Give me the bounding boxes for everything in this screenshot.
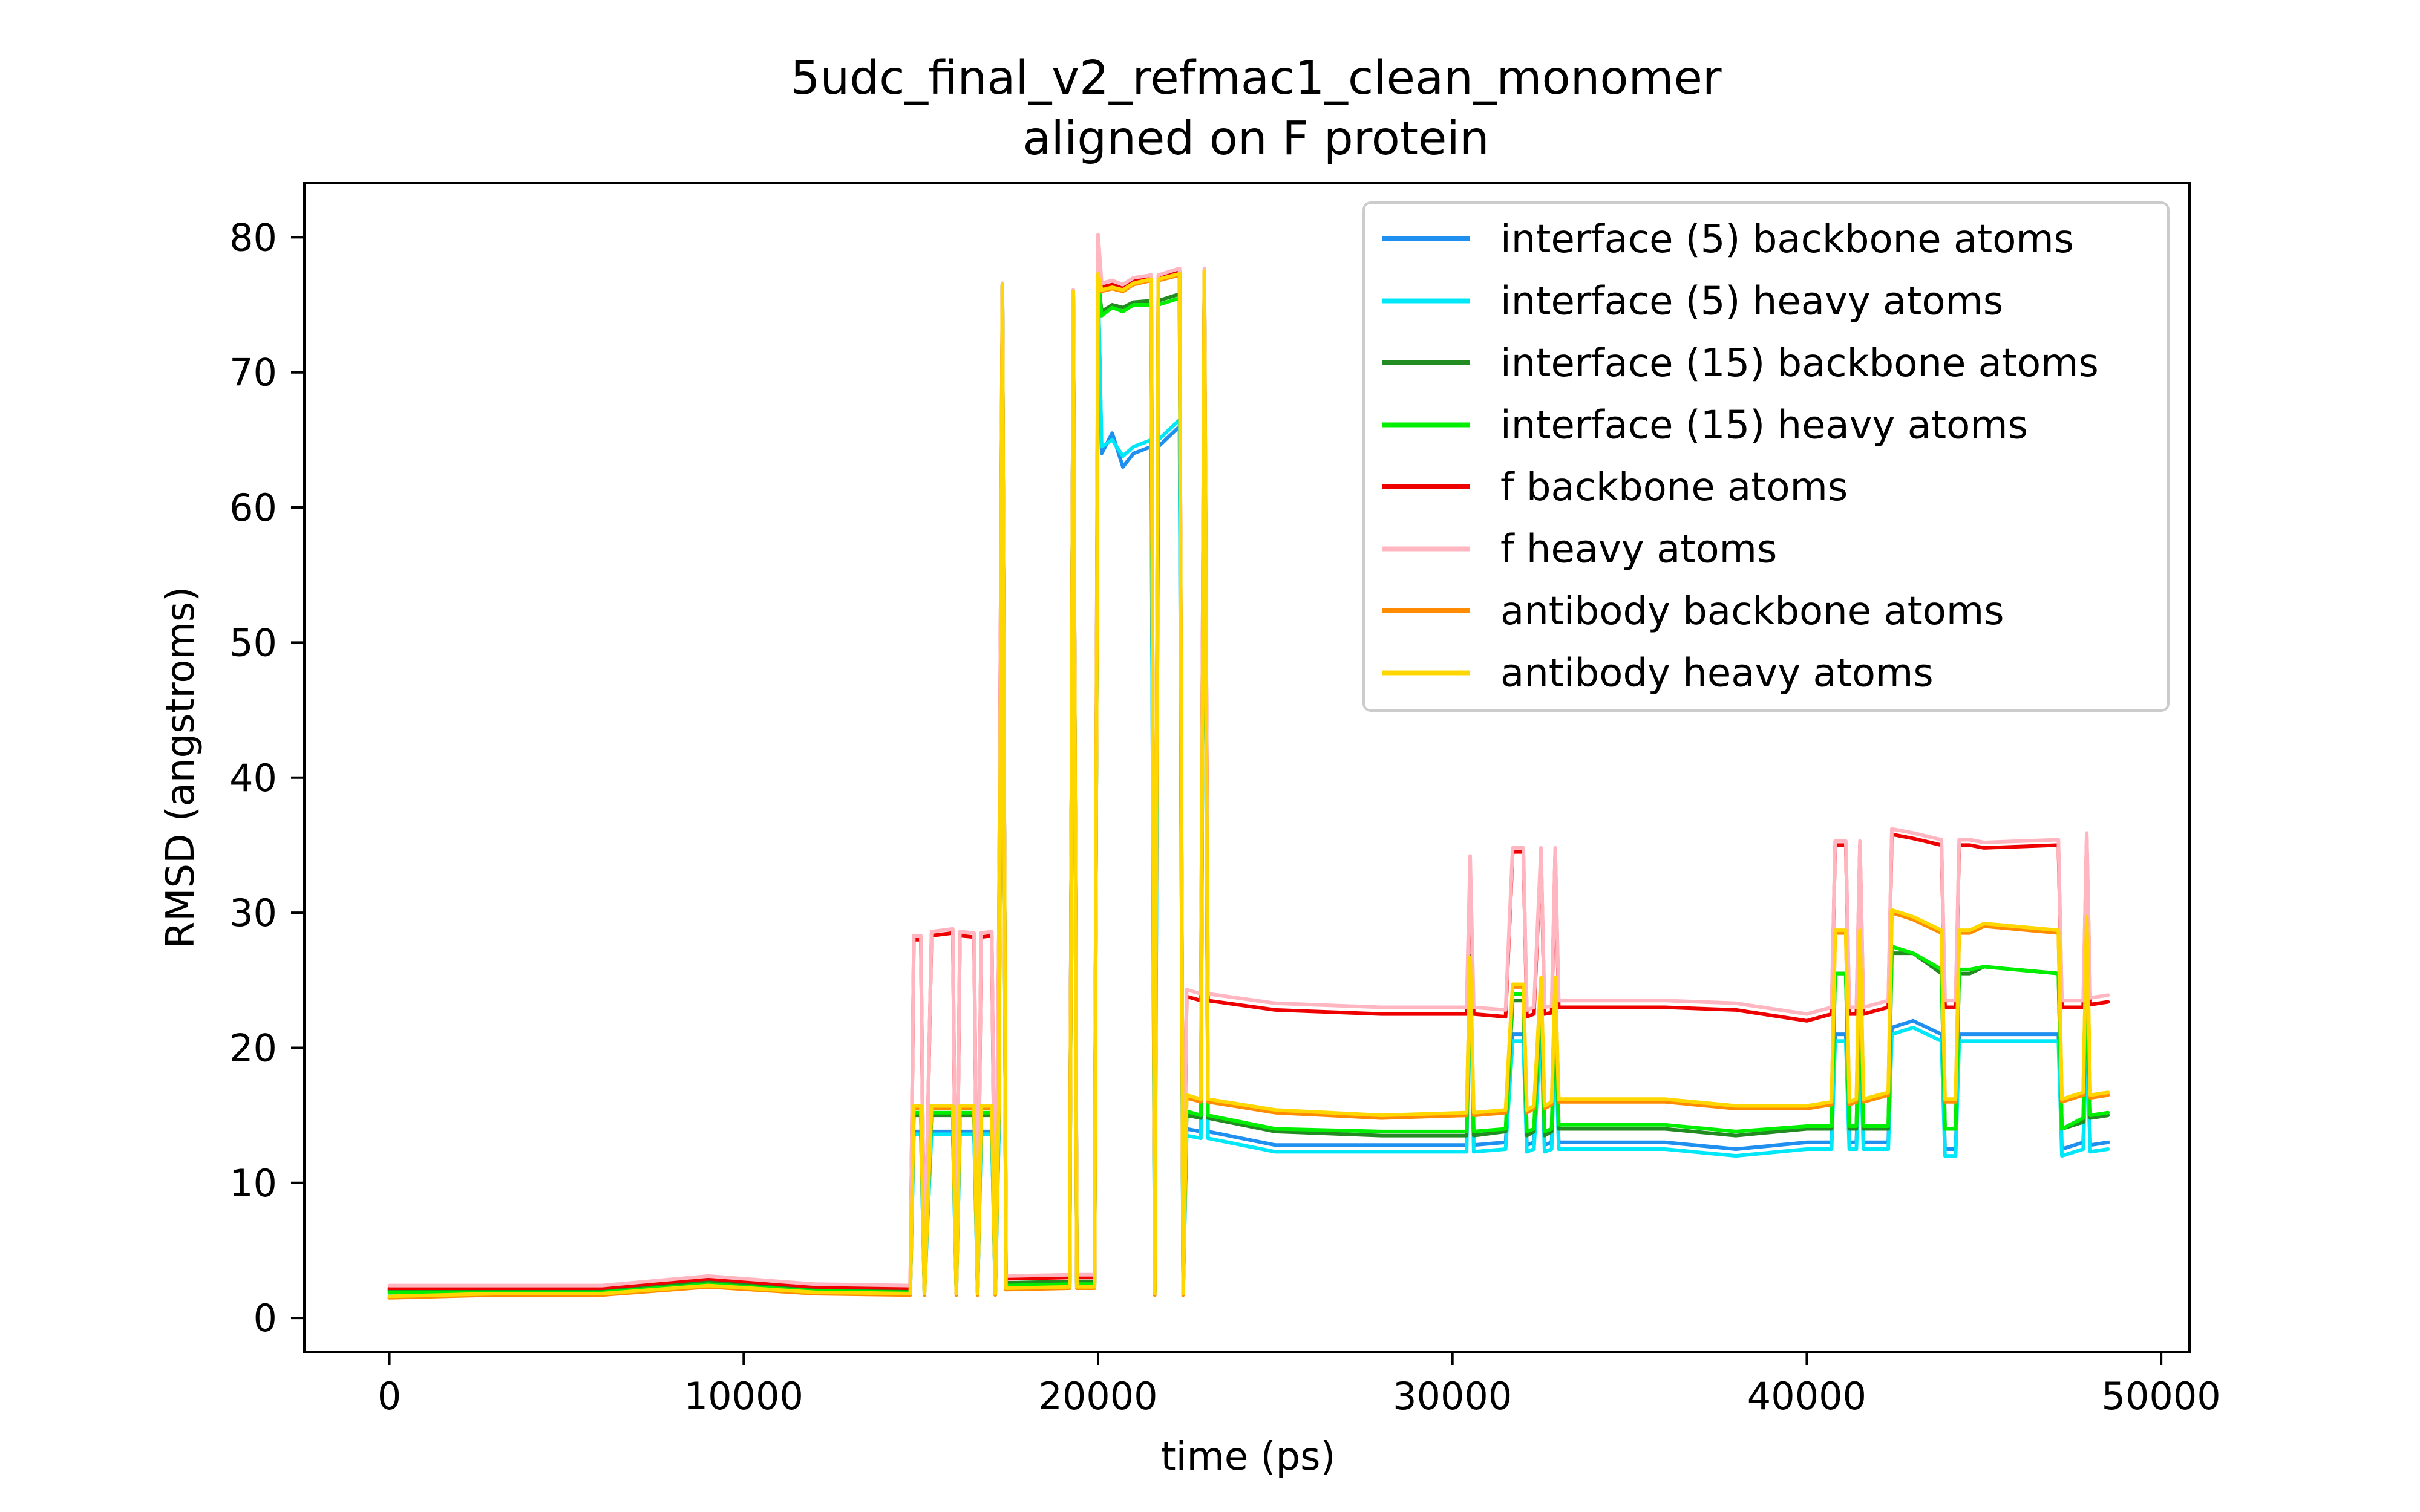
y-tick-label: 70 xyxy=(229,351,277,395)
y-tick-label: 0 xyxy=(253,1296,277,1340)
legend-label: interface (15) backbone atoms xyxy=(1500,341,2099,386)
y-tick-label: 40 xyxy=(229,756,277,800)
y-tick-label: 30 xyxy=(229,891,277,935)
x-tick-label: 10000 xyxy=(684,1374,803,1418)
legend-label: antibody backbone atoms xyxy=(1500,589,2004,634)
y-tick-label: 20 xyxy=(229,1026,277,1070)
x-tick-label: 0 xyxy=(378,1374,401,1418)
legend-label: f heavy atoms xyxy=(1500,527,1777,572)
legend-label: interface (5) heavy atoms xyxy=(1500,279,2003,324)
legend-label: antibody heavy atoms xyxy=(1500,651,1934,696)
chart-subtitle: aligned on F protein xyxy=(1022,112,1489,166)
legend-box xyxy=(1362,201,2170,712)
x-axis-label: time (ps) xyxy=(1161,1435,1336,1479)
legend-label: interface (5) backbone atoms xyxy=(1500,217,2074,262)
series-line xyxy=(387,232,2110,1288)
y-tick-label: 50 xyxy=(229,621,277,665)
y-axis: 0 10 20 30 40 50 60 70 80 xyxy=(229,215,304,1340)
legend-label: f backbone atoms xyxy=(1500,465,1848,510)
series-path-7 xyxy=(387,269,2110,1299)
legend-label: interface (15) heavy atoms xyxy=(1500,403,2028,448)
series-line xyxy=(387,269,2110,1299)
x-tick-label: 40000 xyxy=(1747,1374,1866,1418)
chart-title: 5udc_final_v2_refmac1_clean_monomer xyxy=(790,51,1721,105)
x-tick-label: 20000 xyxy=(1038,1374,1157,1418)
plot-frame xyxy=(303,182,2191,1353)
legend: interface (5) backbone atoms interface (5… xyxy=(1362,201,2170,712)
series-layer xyxy=(387,232,2110,1300)
x-tick-label: 30000 xyxy=(1393,1374,1512,1418)
y-tick-label: 80 xyxy=(229,215,277,259)
x-axis: 0 10000 20000 30000 40000 50000 xyxy=(378,1352,2221,1418)
series-path-5 xyxy=(387,232,2110,1288)
x-tick-label: 50000 xyxy=(2102,1374,2221,1418)
y-axis-label: RMSD (angstroms) xyxy=(159,587,203,948)
y-tick-label: 10 xyxy=(229,1161,277,1205)
y-tick-label: 60 xyxy=(229,486,277,530)
